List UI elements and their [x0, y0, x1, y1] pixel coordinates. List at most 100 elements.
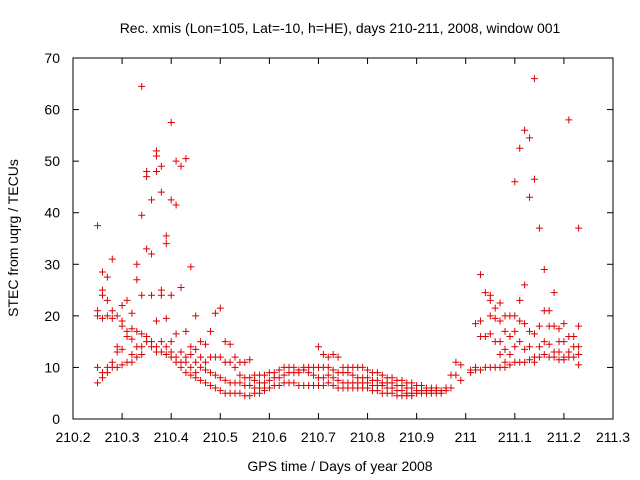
- data-point: [226, 358, 234, 366]
- data-point: [305, 369, 313, 377]
- data-point: [192, 374, 200, 382]
- data-point: [511, 343, 519, 351]
- data-point: [516, 338, 524, 346]
- data-point: [491, 314, 499, 322]
- data-point: [290, 379, 298, 387]
- data-point: [94, 222, 102, 230]
- data-point: [251, 376, 259, 384]
- data-point: [560, 338, 568, 346]
- data-point: [128, 325, 136, 333]
- data-point: [516, 144, 524, 152]
- data-point: [177, 363, 185, 371]
- data-point: [314, 343, 322, 351]
- data-point: [575, 343, 583, 351]
- data-point: [162, 343, 170, 351]
- data-point: [275, 366, 283, 374]
- data-point: [172, 201, 180, 209]
- data-point: [108, 314, 116, 322]
- data-point: [211, 309, 219, 317]
- data-point: [162, 314, 170, 322]
- data-point: [476, 317, 484, 325]
- x-tick-label: 210.2: [55, 429, 90, 445]
- data-point: [167, 338, 175, 346]
- data-point: [108, 255, 116, 263]
- data-point: [442, 387, 450, 395]
- plot-frame: [72, 57, 614, 420]
- data-point: [202, 340, 210, 348]
- data-point: [182, 369, 190, 377]
- x-tick-label: 211.2: [547, 429, 581, 445]
- data-point: [476, 271, 484, 279]
- data-point: [378, 381, 386, 389]
- y-axis-label: STEC from uqrg / TECUs: [5, 159, 21, 317]
- data-point: [103, 296, 111, 304]
- data-point: [452, 358, 460, 366]
- y-tick-label: 70: [44, 50, 60, 66]
- data-point: [197, 363, 205, 371]
- data-point: [206, 381, 214, 389]
- data-point: [123, 332, 131, 340]
- data-point: [138, 82, 146, 90]
- data-point: [324, 379, 332, 387]
- data-point: [364, 384, 372, 392]
- data-point: [162, 240, 170, 248]
- data-point: [118, 361, 126, 369]
- data-point: [329, 351, 337, 359]
- data-point: [447, 384, 455, 392]
- data-point: [231, 353, 239, 361]
- data-point: [275, 374, 283, 382]
- y-axis: 0 10 20 30 40 50 60 70: [44, 50, 613, 427]
- data-point: [560, 356, 568, 364]
- data-point: [535, 322, 543, 330]
- data-point: [221, 376, 229, 384]
- data-point: [521, 281, 529, 289]
- data-point: [216, 387, 224, 395]
- data-point: [133, 353, 141, 361]
- data-point: [133, 276, 141, 284]
- data-point: [378, 371, 386, 379]
- data-point: [575, 322, 583, 330]
- data-point: [143, 173, 151, 181]
- data-point: [167, 291, 175, 299]
- data-point: [526, 343, 534, 351]
- data-point: [506, 332, 514, 340]
- data-point: [256, 389, 264, 397]
- data-point: [550, 289, 558, 297]
- data-point: [187, 263, 195, 271]
- data-point: [265, 376, 273, 384]
- data-point: [575, 361, 583, 369]
- data-point: [526, 356, 534, 364]
- data-point: [221, 338, 229, 346]
- data-point: [364, 366, 372, 374]
- data-point: [197, 376, 205, 384]
- data-point: [496, 317, 504, 325]
- data-point: [206, 369, 214, 377]
- data-point: [123, 296, 131, 304]
- data-point: [177, 162, 185, 170]
- data-point: [324, 353, 332, 361]
- data-point: [138, 330, 146, 338]
- y-tick-label: 60: [44, 102, 60, 118]
- data-point: [167, 196, 175, 204]
- data-point: [241, 358, 249, 366]
- data-point: [192, 345, 200, 353]
- data-point: [511, 327, 519, 335]
- data-point: [138, 211, 146, 219]
- x-tick-label: 211.3: [596, 429, 630, 445]
- x-tick-label: 210.5: [203, 429, 238, 445]
- data-point: [496, 338, 504, 346]
- data-point: [187, 343, 195, 351]
- data-point: [236, 389, 244, 397]
- data-point: [329, 381, 337, 389]
- y-tick-label: 10: [44, 359, 60, 375]
- data-point: [486, 330, 494, 338]
- data-point: [540, 265, 548, 273]
- data-point: [530, 175, 538, 183]
- data-point: [98, 291, 106, 299]
- data-point: [216, 353, 224, 361]
- data-point: [192, 312, 200, 320]
- data-point: [280, 371, 288, 379]
- data-point: [103, 273, 111, 281]
- data-point: [545, 307, 553, 315]
